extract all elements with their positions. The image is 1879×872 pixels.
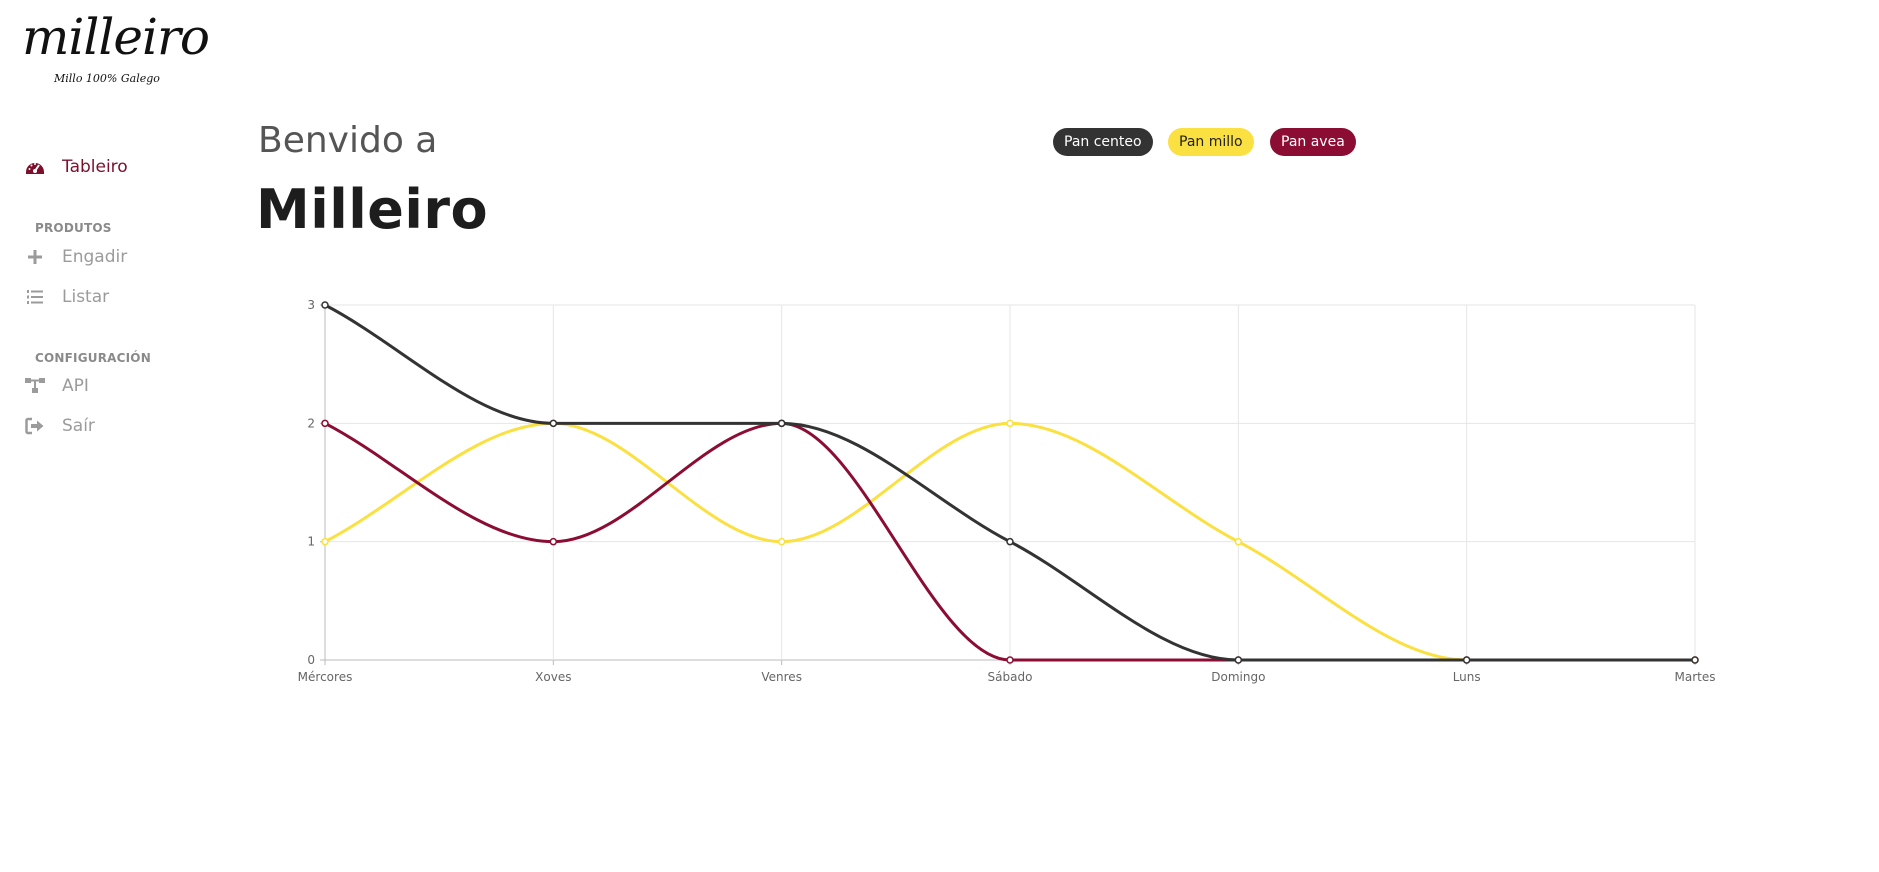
- x-tick-label: Xoves: [535, 670, 571, 684]
- logo[interactable]: milleiro Millo 100% Galego: [22, 8, 210, 94]
- data-point: [1462, 656, 1471, 664]
- x-tick-label: Mércores: [298, 670, 353, 684]
- sidebar: milleiro Millo 100% Galego Tableiro PROD…: [0, 0, 240, 872]
- sidebar-item-label: Saír: [62, 416, 95, 436]
- page-title: Milleiro: [256, 178, 489, 241]
- sidebar-item-listar[interactable]: Listar: [24, 285, 109, 309]
- data-point: [321, 301, 329, 309]
- data-point: [1234, 537, 1243, 546]
- data-point: [549, 537, 558, 546]
- data-point: [549, 419, 558, 428]
- y-tick-label: 3: [307, 298, 315, 312]
- legend-pan-avea[interactable]: Pan avea: [1270, 128, 1356, 156]
- x-tick-label: Domingo: [1211, 670, 1265, 684]
- greeting-text: Benvido a: [258, 120, 438, 161]
- sidebar-item-label: API: [62, 376, 89, 396]
- data-point: [1006, 419, 1014, 428]
- x-tick-label: Luns: [1453, 670, 1481, 684]
- logo-tagline: Millo 100% Galego: [54, 72, 160, 85]
- legend-pan-millo[interactable]: Pan millo: [1168, 128, 1254, 156]
- data-point: [777, 419, 786, 428]
- data-point: [1006, 537, 1014, 546]
- sidebar-item-label: Listar: [62, 287, 110, 307]
- y-tick-label: 1: [307, 535, 315, 549]
- legend-pan-centeo[interactable]: Pan centeo: [1053, 128, 1153, 156]
- sidebar-item-label: Engadir: [62, 247, 128, 267]
- data-point: [1691, 656, 1699, 664]
- sidebar-item-api[interactable]: API: [24, 374, 89, 398]
- data-point: [1006, 656, 1014, 664]
- sidebar-item-engadir[interactable]: Engadir: [24, 245, 127, 269]
- dashboard-gauge-icon: [24, 157, 46, 177]
- plus-icon: [24, 247, 46, 267]
- x-tick-label: Martes: [1675, 670, 1716, 684]
- data-point: [321, 419, 329, 428]
- sitemap-icon: [24, 376, 46, 396]
- data-point: [777, 537, 786, 546]
- data-point: [1234, 656, 1243, 664]
- y-tick-label: 0: [307, 653, 315, 667]
- section-title-produtos: PRODUTOS: [35, 221, 112, 235]
- x-tick-label: Sábado: [988, 670, 1033, 684]
- sidebar-item-label: Tableiro: [62, 157, 128, 177]
- logo-wordmark: milleiro: [22, 8, 210, 66]
- x-tick-label: Venres: [761, 670, 802, 684]
- sign-out-icon: [24, 416, 46, 436]
- y-tick-label: 2: [307, 416, 315, 430]
- list-icon: [24, 287, 46, 307]
- sidebar-item-tableiro[interactable]: Tableiro: [24, 155, 128, 179]
- sidebar-item-sair[interactable]: Saír: [24, 414, 95, 438]
- data-point: [321, 537, 329, 546]
- section-title-configuracion: CONFIGURACIÓN: [35, 351, 151, 365]
